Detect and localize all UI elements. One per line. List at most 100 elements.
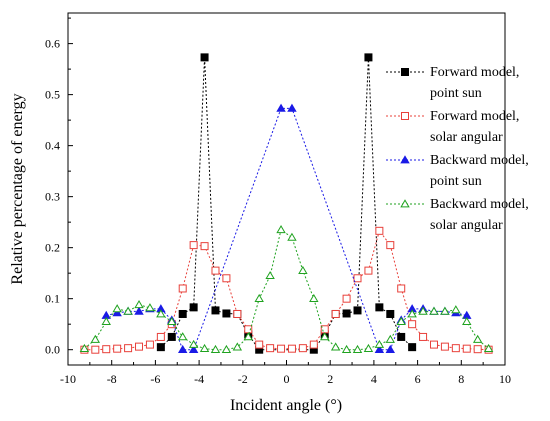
data-point bbox=[178, 284, 187, 293]
data-point bbox=[462, 316, 472, 325]
data-point bbox=[276, 103, 286, 112]
data-point bbox=[320, 332, 330, 341]
data-point bbox=[483, 343, 494, 353]
data-point bbox=[397, 284, 406, 293]
data-point bbox=[330, 342, 341, 351]
data-point bbox=[167, 316, 177, 325]
series-2 bbox=[80, 226, 493, 354]
data-point bbox=[341, 344, 352, 354]
data-point bbox=[397, 332, 406, 341]
data-point bbox=[331, 309, 340, 318]
data-point bbox=[386, 309, 395, 318]
legend-entry: Backward model, point sun bbox=[386, 153, 529, 189]
data-point bbox=[266, 344, 275, 353]
x-tick-label: 8 bbox=[458, 372, 464, 386]
data-point bbox=[352, 344, 363, 354]
data-point bbox=[112, 308, 122, 317]
y-tick-label: 0.4 bbox=[45, 139, 60, 153]
data-point bbox=[408, 343, 417, 352]
legend-label: Backward model, bbox=[430, 197, 529, 212]
data-point bbox=[90, 334, 101, 343]
x-axis-title: Incident angle (°) bbox=[230, 397, 342, 414]
data-point bbox=[429, 306, 439, 315]
data-point bbox=[386, 241, 395, 250]
data-point bbox=[177, 344, 188, 354]
data-point bbox=[400, 199, 410, 208]
data-point bbox=[401, 68, 409, 76]
x-tick-label: 4 bbox=[371, 372, 377, 386]
data-point bbox=[91, 345, 100, 354]
data-point bbox=[400, 155, 410, 164]
data-point bbox=[374, 339, 385, 348]
series-line bbox=[84, 228, 489, 351]
data-point bbox=[145, 303, 155, 312]
data-point bbox=[210, 344, 221, 354]
data-point bbox=[188, 344, 199, 354]
series-4 bbox=[79, 225, 494, 354]
data-point bbox=[419, 332, 428, 341]
data-point bbox=[309, 340, 318, 349]
legend-label: Backward model, bbox=[430, 153, 529, 168]
y-tick-label: 0.0 bbox=[45, 343, 60, 357]
data-point bbox=[112, 304, 122, 313]
data-point bbox=[211, 266, 220, 275]
x-tick-label: 0 bbox=[284, 372, 290, 386]
legend-entry: Backward model, solar angular bbox=[386, 197, 529, 233]
data-point bbox=[102, 345, 111, 354]
data-point bbox=[254, 293, 264, 303]
data-point bbox=[429, 340, 438, 349]
data-point bbox=[353, 306, 362, 315]
x-tick-label: -2 bbox=[238, 372, 248, 386]
legend-label: Forward model, bbox=[430, 109, 519, 124]
series-line bbox=[160, 57, 413, 351]
data-point bbox=[189, 303, 198, 312]
data-point bbox=[156, 332, 165, 341]
x-tick-label: 2 bbox=[327, 372, 333, 386]
data-point bbox=[342, 309, 351, 318]
legend-label: point sun bbox=[430, 174, 482, 189]
data-point bbox=[79, 343, 90, 353]
data-point bbox=[401, 112, 409, 120]
x-tick-label: 6 bbox=[415, 372, 421, 386]
data-point bbox=[451, 305, 461, 314]
x-tick-label: -4 bbox=[194, 372, 204, 386]
data-point bbox=[375, 226, 384, 235]
data-point bbox=[188, 339, 199, 348]
data-point bbox=[472, 334, 483, 343]
data-point bbox=[418, 306, 428, 315]
x-tick-label: -8 bbox=[107, 372, 117, 386]
data-point bbox=[342, 294, 351, 303]
data-point bbox=[222, 274, 231, 283]
data-point bbox=[385, 334, 396, 343]
data-point bbox=[178, 309, 187, 318]
data-point bbox=[177, 332, 188, 341]
legend: Forward model, point sun Forward model, sol… bbox=[386, 65, 529, 233]
data-point bbox=[407, 309, 417, 318]
data-point bbox=[287, 232, 297, 241]
x-tick-label: -6 bbox=[150, 372, 160, 386]
y-tick-label: 0.3 bbox=[45, 190, 60, 204]
data-point bbox=[385, 344, 396, 354]
legend-label: solar angular bbox=[430, 218, 503, 233]
y-tick-label: 0.5 bbox=[45, 88, 60, 102]
x-tick-label: -10 bbox=[60, 372, 76, 386]
x-axis-ticks: -10 -8 -6 -4 -2 0 2 4 6 8 10 bbox=[60, 360, 511, 386]
legend-label: point sun bbox=[430, 86, 482, 101]
data-point bbox=[135, 342, 144, 351]
series-line bbox=[84, 229, 489, 351]
data-point bbox=[124, 344, 133, 353]
data-point bbox=[473, 345, 482, 354]
data-point bbox=[298, 344, 307, 353]
data-point bbox=[298, 265, 308, 274]
data-point bbox=[375, 303, 384, 312]
data-point bbox=[364, 53, 373, 62]
data-point bbox=[276, 225, 286, 234]
data-point bbox=[374, 344, 385, 354]
y-axis-title: Relative percentage of energy bbox=[9, 93, 26, 284]
data-point bbox=[200, 242, 209, 251]
data-point bbox=[200, 53, 209, 62]
data-point bbox=[134, 306, 144, 315]
data-point bbox=[287, 344, 296, 353]
data-point bbox=[243, 332, 253, 341]
data-point bbox=[440, 306, 450, 315]
